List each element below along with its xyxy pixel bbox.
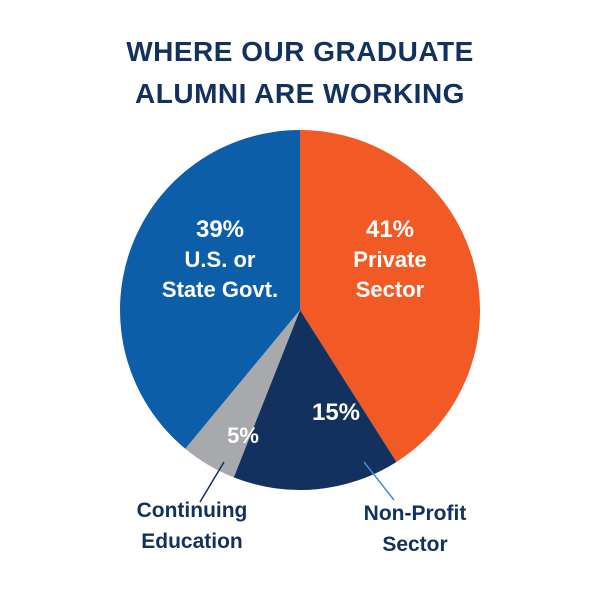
slice-percent-continuing: 5% bbox=[227, 423, 259, 448]
pie-slice-private bbox=[300, 130, 480, 462]
slice-percent-govt: 39% bbox=[196, 216, 244, 243]
slice-label-govt-line-1: U.S. or bbox=[185, 247, 256, 272]
pie-slice-nonprofit bbox=[233, 310, 397, 490]
slice-label-continuing-line-1: Continuing bbox=[137, 499, 248, 522]
slice-label-govt-line-2: State Govt. bbox=[162, 277, 278, 302]
chart-title-line-2: ALUMNI ARE WORKING bbox=[135, 78, 465, 109]
leader-line-continuing bbox=[199, 461, 225, 503]
slice-label-continuing-line-2: Education bbox=[141, 530, 243, 553]
pie-slice-govt bbox=[120, 130, 301, 449]
slice-percent-private: 41% bbox=[366, 216, 414, 243]
slice-percent-nonprofit: 15% bbox=[312, 399, 360, 426]
leader-line-nonprofit bbox=[363, 461, 395, 501]
slice-label-private-line-2: Sector bbox=[356, 277, 425, 302]
pie-slice-continuing bbox=[185, 310, 300, 478]
slice-label-nonprofit-line-2: Sector bbox=[382, 533, 447, 556]
chart-title-line-1: WHERE OUR GRADUATE bbox=[126, 36, 474, 67]
slice-label-private-line-1: Private bbox=[353, 247, 426, 272]
slice-label-nonprofit-line-1: Non-Profit bbox=[364, 502, 467, 525]
